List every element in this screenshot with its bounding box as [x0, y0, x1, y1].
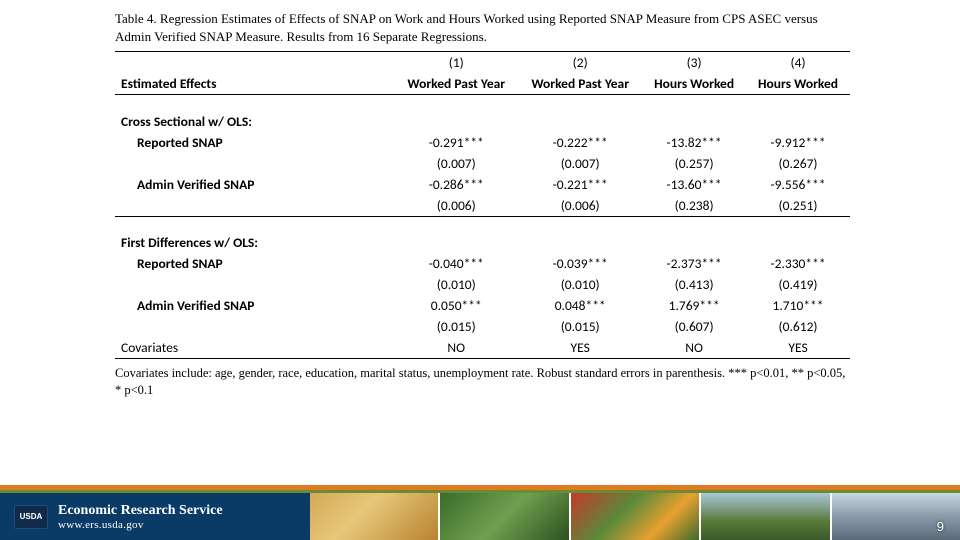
row-label: Reported SNAP	[115, 132, 394, 153]
estimate-cell: 0.048***	[518, 295, 642, 316]
footer-photo-strip	[310, 493, 960, 540]
estimate-cell: -2.330***	[746, 253, 850, 274]
col-num-2: (2)	[518, 52, 642, 74]
footer-brand-bar: USDA Economic Research Service www.ers.u…	[0, 493, 310, 540]
estimate-cell: -0.040***	[394, 253, 518, 274]
col-num-4: (4)	[746, 52, 850, 74]
stderr-cell: (0.015)	[394, 316, 518, 337]
stderr-cell: (0.607)	[642, 316, 746, 337]
stderr-cell: (0.006)	[394, 195, 518, 217]
footer-photo-1	[310, 493, 438, 540]
table-title: Table 4. Regression Estimates of Effects…	[115, 10, 850, 45]
covariates-cell: YES	[746, 337, 850, 359]
estimate-cell: -2.373***	[642, 253, 746, 274]
row-label: Reported SNAP	[115, 253, 394, 274]
estimate-cell: -9.556***	[746, 174, 850, 195]
footer-org: Economic Research Service	[58, 503, 223, 519]
estimate-cell: -0.039***	[518, 253, 642, 274]
stderr-cell: (0.413)	[642, 274, 746, 295]
estimate-cell: -0.286***	[394, 174, 518, 195]
row-header-label: Estimated Effects	[115, 73, 394, 95]
slide-footer: USDA Economic Research Service www.ers.u…	[0, 485, 960, 540]
col-num-1: (1)	[394, 52, 518, 74]
estimate-cell: -9.912***	[746, 132, 850, 153]
regression-table: (1) (2) (3) (4) Estimated Effects Worked…	[115, 51, 850, 359]
footer-photo-4	[699, 493, 829, 540]
estimate-cell: -13.60***	[642, 174, 746, 195]
col-label-2: Worked Past Year	[518, 73, 642, 95]
stderr-cell: (0.251)	[746, 195, 850, 217]
stderr-cell: (0.010)	[518, 274, 642, 295]
stderr-cell: (0.257)	[642, 153, 746, 174]
estimate-cell: -13.82***	[642, 132, 746, 153]
col-label-4: Hours Worked	[746, 73, 850, 95]
footer-url: www.ers.usda.gov	[58, 519, 223, 531]
stderr-cell: (0.007)	[394, 153, 518, 174]
row-label: Admin Verified SNAP	[115, 174, 394, 195]
estimate-cell: 1.769***	[642, 295, 746, 316]
covariates-cell: YES	[518, 337, 642, 359]
stderr-cell: (0.612)	[746, 316, 850, 337]
estimate-cell: -0.222***	[518, 132, 642, 153]
row-label: Admin Verified SNAP	[115, 295, 394, 316]
stderr-cell: (0.267)	[746, 153, 850, 174]
stderr-cell: (0.015)	[518, 316, 642, 337]
estimate-cell: 1.710***	[746, 295, 850, 316]
page-number: 9	[937, 519, 944, 534]
table-footnote: Covariates include: age, gender, race, e…	[115, 365, 850, 399]
section-header: First Differences w/ OLS:	[115, 224, 394, 253]
covariates-cell: NO	[642, 337, 746, 359]
col-label-1: Worked Past Year	[394, 73, 518, 95]
footer-photo-3	[569, 493, 699, 540]
stderr-cell: (0.006)	[518, 195, 642, 217]
stderr-cell: (0.419)	[746, 274, 850, 295]
stderr-cell: (0.010)	[394, 274, 518, 295]
footer-photo-2	[438, 493, 568, 540]
section-header: Cross Sectional w/ OLS:	[115, 103, 394, 132]
col-num-3: (3)	[642, 52, 746, 74]
usda-badge-icon: USDA	[14, 505, 48, 529]
covariates-cell: NO	[394, 337, 518, 359]
estimate-cell: -0.221***	[518, 174, 642, 195]
covariates-label: Covariates	[115, 337, 394, 359]
col-label-3: Hours Worked	[642, 73, 746, 95]
estimate-cell: 0.050***	[394, 295, 518, 316]
stderr-cell: (0.238)	[642, 195, 746, 217]
stderr-cell: (0.007)	[518, 153, 642, 174]
estimate-cell: -0.291***	[394, 132, 518, 153]
